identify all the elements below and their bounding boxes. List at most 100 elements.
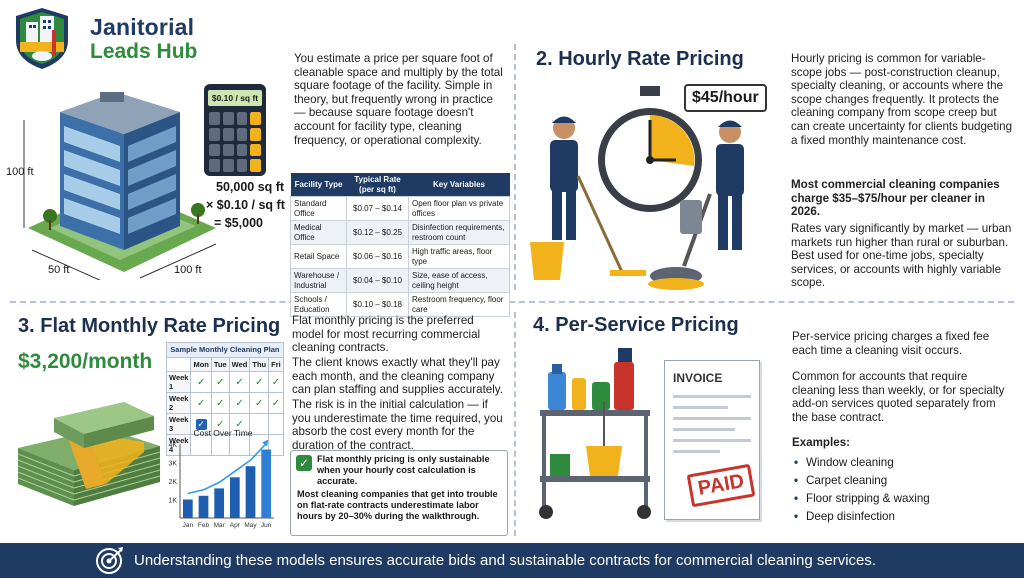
table-cell: Standard Office	[290, 196, 347, 221]
table-cell: High traffic areas, floor type	[408, 244, 510, 269]
brand-name-line1: Janitorial	[90, 14, 195, 40]
s3-paragraph-2: The client knows exactly what they'll pa…	[292, 356, 503, 397]
plan-check: ✓	[190, 392, 212, 414]
office-building-icon	[23, 92, 217, 280]
plan-check: ✓	[195, 418, 207, 430]
table-cell: $0.06 – $0.16	[346, 244, 409, 269]
table-cell: $0.07 – $0.14	[346, 196, 409, 221]
plan-day: Mon	[190, 356, 212, 372]
divider-horizontal	[10, 301, 1014, 303]
cost-chart-title: Cost Over Time	[193, 428, 253, 438]
s4-paragraph-1: Per-service pricing charges a fixed fee …	[792, 330, 990, 357]
plan-week-label: Week 4	[165, 434, 192, 456]
list-item: Deep disinfection	[792, 510, 1012, 523]
chart-x-tick: Jan	[183, 522, 194, 529]
plan-day: Fri	[268, 356, 284, 372]
chart-x-tick: May	[244, 522, 257, 529]
s4-title: 4. Per-Service Pricing	[533, 314, 739, 336]
footer-banner: Understanding these models ensures accur…	[0, 543, 1024, 578]
plan-check	[210, 434, 230, 456]
plan-check-cell: ✓	[190, 413, 212, 435]
formula-line-2: × $0.10 / sq ft	[206, 198, 285, 212]
chart-bar	[245, 466, 256, 518]
plan-day: Wed	[228, 356, 251, 372]
plan-check: ✓	[249, 392, 270, 414]
s2-paragraph-2: Most commercial cleaning companies charg…	[791, 178, 1000, 219]
chart-bar	[182, 499, 193, 518]
chart-bar	[214, 488, 225, 518]
invoice-lines	[673, 395, 751, 461]
table-cell: Warehouse / Industrial	[290, 268, 347, 293]
plan-day: Thu	[249, 356, 270, 372]
chart-y-tick: 3K	[168, 461, 177, 468]
chart-bar	[261, 449, 272, 518]
chart-x-tick: Mar	[214, 522, 226, 529]
plan-week-label: Week 2	[165, 392, 192, 414]
s3-title: 3. Flat Monthly Rate Pricing	[18, 315, 281, 337]
s2-paragraph-1: Hourly pricing is common for variable-sc…	[791, 52, 1013, 147]
plan-week-label: Week 1	[165, 371, 192, 393]
table-cell: Medical Office	[290, 220, 347, 245]
table-row: Standard Office $0.07 – $0.14 Open floor p…	[290, 196, 510, 221]
hourly-price-tag: $45/hour	[684, 84, 767, 112]
plan-title: Sample Monthly Cleaning Plan	[166, 342, 284, 358]
cleaning-cart-icon	[539, 348, 651, 519]
table-header: Key Variables	[408, 173, 510, 197]
brand-logo: Janitorial Leads Hub	[12, 6, 212, 72]
dimension-width: 50 ft	[48, 264, 70, 276]
table-cell: Disinfection requirements, restroom coun…	[408, 220, 510, 245]
s4-examples-list: Window cleaning Carpet cleaning Floor st…	[792, 456, 1012, 528]
table-cell: Open floor plan vs private offices	[408, 196, 510, 221]
plan-check	[268, 434, 284, 456]
calculator-keys	[209, 112, 261, 172]
divider-vertical-bottom	[514, 312, 516, 536]
s3-callout-1: Flat monthly pricing is only sustainable…	[317, 454, 490, 486]
divider-vertical-top	[514, 44, 516, 290]
paid-stamp: PAID	[686, 463, 756, 508]
stopwatch-cleaners-illustration	[530, 86, 744, 290]
table-cell: $0.10 – $0.18	[346, 292, 409, 317]
table-cell: Retail Space	[290, 244, 347, 269]
chart-y-tick: 1K	[168, 498, 177, 505]
list-item: Floor stripping & waxing	[792, 492, 1012, 505]
dimension-height: 100 ft	[6, 166, 34, 178]
formula-line-1: 50,000 sq ft	[216, 180, 285, 194]
plan-day: Tue	[210, 356, 230, 372]
table-row: Week 2 ✓ ✓ ✓ ✓ ✓	[165, 392, 284, 414]
plan-check: ✓	[268, 371, 284, 393]
chart-y-tick: 4K	[168, 442, 177, 449]
invoice-label: INVOICE	[673, 371, 723, 385]
s3-monthly-price: $3,200/month	[18, 350, 153, 373]
table-row: Warehouse / Industrial $0.04 – $0.10 Size,…	[290, 268, 510, 293]
chart-x-tick: Jun	[261, 522, 272, 529]
s3-paragraph-1: Flat monthly pricing is the preferred mo…	[292, 314, 481, 355]
table-row: Week 4	[165, 434, 284, 456]
chart-y-tick: 2K	[168, 479, 177, 486]
s2-title: 2. Hourly Rate Pricing	[536, 48, 744, 70]
cost-over-time-chart: 1K 2K 3K 4K Jan Feb Mar Apr May Jun	[168, 440, 274, 529]
calculator-icon: $0.10 / sq ft	[204, 84, 266, 176]
table-cell: $0.12 – $0.25	[346, 220, 409, 245]
cash-stack-icon	[17, 402, 161, 506]
checkmark-icon: ✓	[296, 455, 312, 471]
brand-name-line2: Leads Hub	[90, 40, 198, 63]
table-row: Retail Space $0.06 – $0.16 High traffic ar…	[290, 244, 510, 269]
facility-rate-table: Facility Type Typical Rate (per sq ft) K…	[290, 173, 510, 317]
list-item: Window cleaning	[792, 456, 1012, 469]
table-cell: Schools / Education	[290, 292, 347, 317]
chart-bar	[229, 477, 240, 518]
chart-trend-line	[187, 443, 267, 495]
invoice-document: INVOICE PAID	[664, 360, 760, 520]
logo-emblem-icon	[16, 8, 68, 69]
table-cell: $0.04 – $0.10	[346, 268, 409, 293]
table-row: Medical Office $0.12 – $0.25 Disinfection …	[290, 220, 510, 245]
chart-x-tick: Apr	[230, 522, 241, 529]
s3-callout-box: ✓ Flat monthly pricing is only sustainab…	[290, 450, 508, 536]
s3-callout-2: Most cleaning companies that get into tr…	[297, 489, 498, 521]
s4-paragraph-2: Common for accounts that require cleanin…	[792, 370, 1005, 424]
plan-check: ✓	[249, 371, 270, 393]
dimension-depth: 100 ft	[174, 264, 202, 276]
plan-check	[190, 434, 212, 456]
footer-text: Understanding these models ensures accur…	[134, 552, 877, 569]
plan-check: ✓	[190, 371, 212, 393]
